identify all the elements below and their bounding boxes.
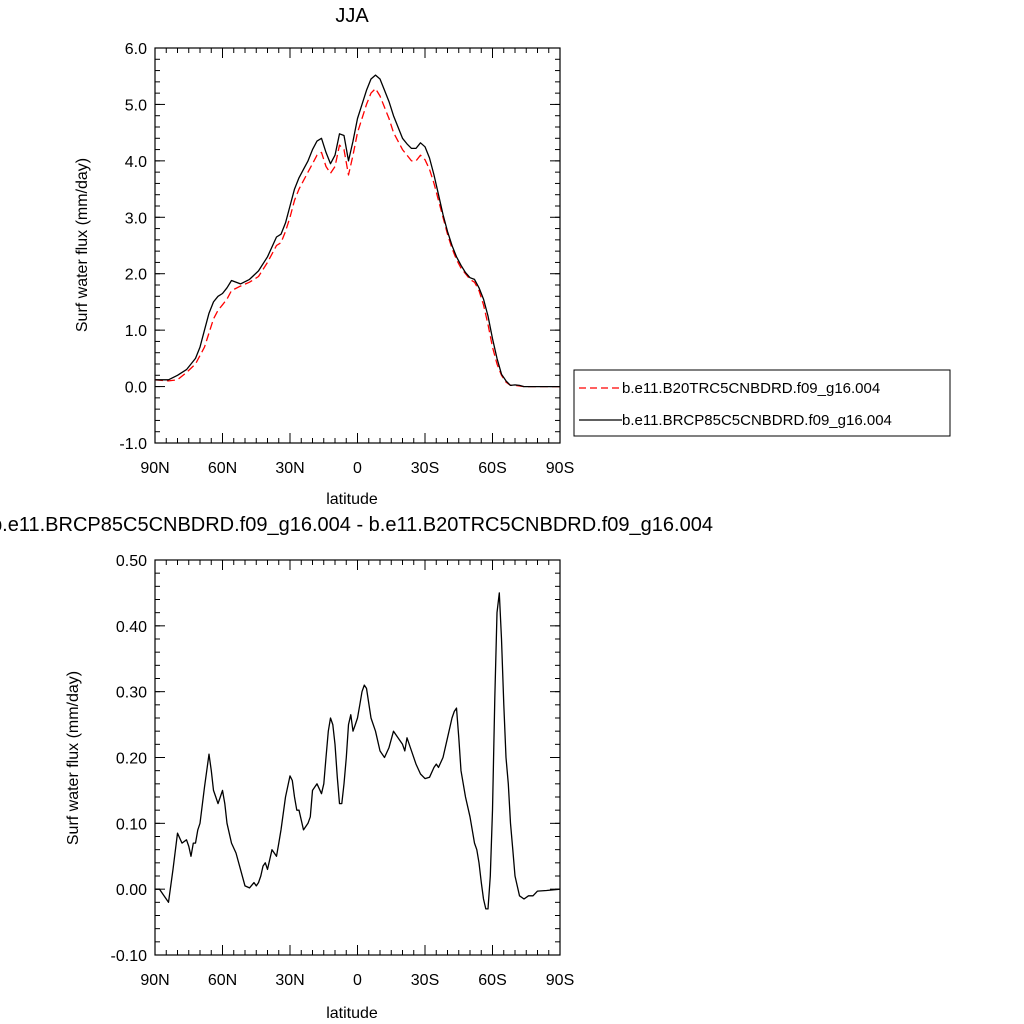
top-chart-title: JJA [335,5,369,27]
bottom-y-tick-label: 0.20 [116,751,147,768]
bottom-x-tick-label: 90N [140,972,169,989]
top-y-tick-label: 5.0 [125,97,147,114]
top-y-tick-label: -1.0 [119,436,147,453]
bottom-x-tick-label: 90S [546,972,574,989]
bottom-x-tick-label: 30S [411,972,439,989]
bottom-axis-ticks: 90N 60N 30N 0 30S 60S 90S -0.10 0.00 0.10 0.20 0.30… [111,553,575,989]
bottom-panel: b.e11.BRCP85C5CNBDRD.f09_g16.004 - b.e11… [0,514,713,1022]
top-y-tick-label: 3.0 [125,210,147,227]
legend: b.e11.B20TRC5CNBDRD.f09_g16.004 b.e11.BR… [573,369,951,437]
top-x-tick-label: 30N [275,460,304,477]
legend-label-rcp85: b.e11.BRCP85C5CNBDRD.f09_g16.004 [622,412,892,429]
top-series-line-1 [154,87,560,388]
bottom-x-tick-label: 30N [275,972,304,989]
top-x-tick-label: 30S [411,460,439,477]
legend-label-control: b.e11.B20TRC5CNBDRD.f09_g16.004 [622,380,880,397]
bottom-x-tick-label: 0 [353,972,362,989]
top-y-axis-label: Surf water flux (mm/day) [74,158,91,332]
top-y-tick-label: 0.0 [125,380,147,397]
top-x-tick-label: 0 [353,460,362,477]
bottom-series-line-1 [155,592,561,910]
bottom-x-tick-label: 60S [478,972,506,989]
top-y-tick-label: 6.0 [125,41,147,58]
top-x-tick-label: 90N [140,460,169,477]
top-x-tick-label: 60S [478,460,506,477]
bottom-y-tick-label: 0.10 [116,816,147,833]
bottom-y-axis-label: Surf water flux (mm/day) [65,671,82,845]
bottom-plot-frame [154,559,561,956]
bottom-y-tick-label: -0.10 [111,948,148,965]
bottom-y-tick-label: 0.00 [116,882,147,899]
top-y-tick-label: 4.0 [125,154,147,171]
top-series-group [154,74,560,388]
bottom-y-tick-label: 0.40 [116,619,147,636]
top-plot-frame [154,47,561,444]
top-y-tick-label: 1.0 [125,323,147,340]
top-series-line-2 [155,74,560,388]
bottom-y-tick-label: 0.30 [116,685,147,702]
bottom-y-tick-label: 0.50 [116,553,147,570]
top-x-tick-label: 60N [208,460,237,477]
legend-box [573,369,951,437]
top-x-axis-label: latitude [326,491,378,508]
bottom-chart-title: b.e11.BRCP85C5CNBDRD.f09_g16.004 - b.e11… [0,514,713,536]
bottom-x-axis-label: latitude [326,1005,378,1022]
bottom-series-group [155,592,561,910]
top-panel: JJA 90N 60N 30N 0 30S 60S 90S -1.0 0.0 1.0 2.0 3.0 4… [74,5,951,508]
top-axis-ticks: 90N 60N 30N 0 30S 60S 90S -1.0 0.0 1.0 2.0 3.0 4.0 5.… [119,41,574,477]
top-y-tick-label: 2.0 [125,267,147,284]
top-x-tick-label: 90S [546,460,574,477]
bottom-x-tick-label: 60N [208,972,237,989]
